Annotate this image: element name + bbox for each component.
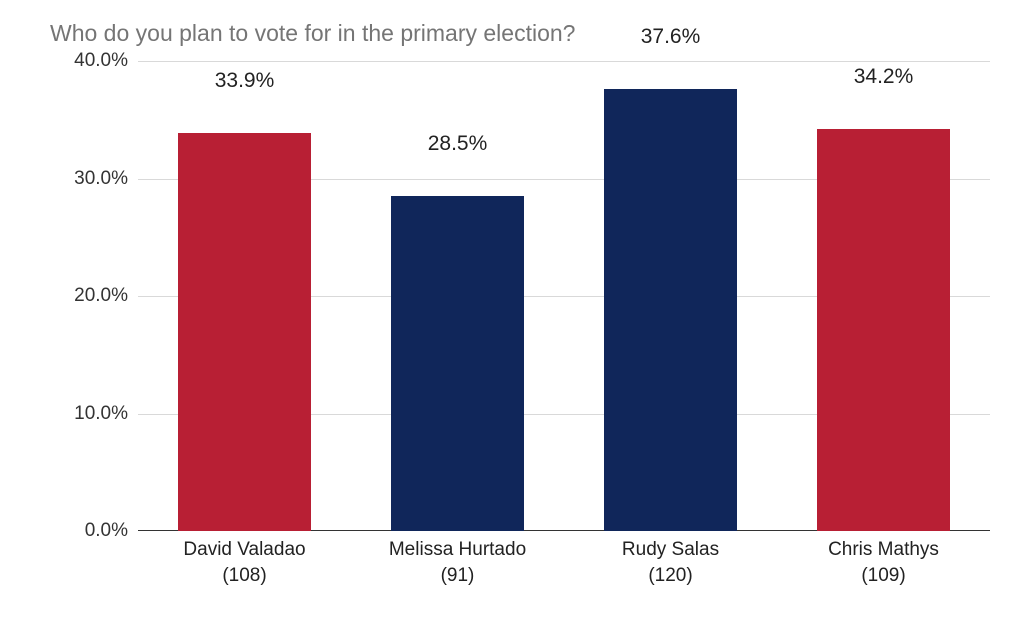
x-tick-label-name: Chris Mathys [777,537,990,563]
y-tick-label: 0.0% [60,520,138,542]
bar [391,196,523,531]
bar [817,129,949,531]
bar-slot: 33.9% [138,61,351,531]
x-tick-label-name: David Valadao [138,537,351,563]
bar-value-label: 33.9% [138,69,351,101]
bar [178,133,310,531]
y-tick-label: 10.0% [60,403,138,425]
x-tick-label: David Valadao(108) [138,537,351,588]
bar-slot: 37.6% [564,61,777,531]
x-tick-label-name: Rudy Salas [564,537,777,563]
x-tick-label-count: (120) [564,563,777,589]
y-tick-label: 30.0% [60,168,138,190]
bar [604,89,736,531]
x-tick-label-count: (91) [351,563,564,589]
plot-area: 0.0%10.0%20.0%30.0%40.0% 33.9%28.5%37.6%… [60,61,990,531]
bar-value-label: 34.2% [777,65,990,97]
x-tick-label: Chris Mathys(109) [777,537,990,588]
chart-title: Who do you plan to vote for in the prima… [50,20,994,47]
x-axis-labels: David Valadao(108)Melissa Hurtado(91)Rud… [138,537,990,597]
bar-slot: 34.2% [777,61,990,531]
x-tick-label: Rudy Salas(120) [564,537,777,588]
chart-container: Who do you plan to vote for in the prima… [0,0,1024,632]
x-tick-label: Melissa Hurtado(91) [351,537,564,588]
bar-value-label: 28.5% [351,132,564,164]
y-tick-label: 20.0% [60,285,138,307]
bar-value-label: 37.6% [564,25,777,57]
bar-slot: 28.5% [351,61,564,531]
bars-area: 33.9%28.5%37.6%34.2% [138,61,990,531]
x-tick-label-count: (108) [138,563,351,589]
y-axis: 0.0%10.0%20.0%30.0%40.0% [60,61,138,531]
y-tick-label: 40.0% [60,50,138,72]
x-tick-label-name: Melissa Hurtado [351,537,564,563]
x-tick-label-count: (109) [777,563,990,589]
